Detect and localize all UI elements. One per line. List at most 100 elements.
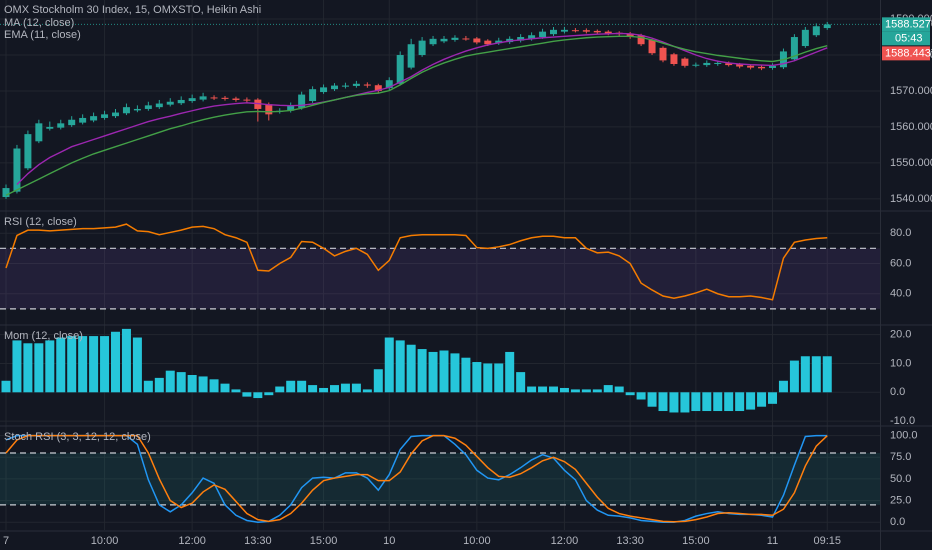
- ma-line: [16, 32, 828, 185]
- momentum-bar: [319, 387, 329, 393]
- candle-body: [320, 87, 328, 93]
- momentum-bar: [483, 363, 493, 393]
- momentum-bar: [23, 343, 33, 393]
- momentum-bar: [56, 337, 66, 393]
- momentum-bar: [395, 340, 405, 393]
- momentum-bar: [625, 392, 635, 396]
- candle-body: [188, 98, 196, 102]
- momentum-bar: [746, 392, 756, 410]
- pane-title: Mom (12, close): [4, 330, 83, 342]
- momentum-bar: [559, 387, 569, 393]
- momentum-bar: [724, 392, 734, 412]
- candle-body: [112, 112, 119, 117]
- momentum-bar: [789, 360, 799, 393]
- candle-body: [101, 114, 109, 118]
- ma-line: [5, 35, 828, 196]
- momentum-bar: [461, 357, 471, 393]
- candle-body: [243, 99, 251, 101]
- momentum-bar: [373, 369, 383, 393]
- y-tick-label: 80.0: [890, 227, 911, 239]
- momentum-bar: [658, 392, 668, 412]
- momentum-bar: [45, 340, 55, 393]
- indicator-line: [5, 434, 828, 523]
- candle-body: [13, 148, 21, 192]
- plot: [0, 0, 880, 530]
- candle-body: [681, 58, 689, 66]
- momentum-bar: [505, 351, 515, 393]
- pane-title: OMX Stockholm 30 Index, 15, OMXSTO, Heik…: [4, 4, 261, 16]
- momentum-bar: [132, 337, 142, 393]
- candle-body: [473, 38, 481, 43]
- candle-body: [57, 123, 65, 128]
- x-tick-label: 13:30: [244, 535, 272, 547]
- y-tick-label: 1550.0000: [890, 157, 932, 169]
- momentum-bar: [822, 356, 832, 393]
- candle-body: [604, 31, 612, 34]
- y-tick-label: 60.0: [890, 257, 911, 269]
- momentum-bar: [351, 383, 361, 393]
- y-tick-label: 1540.0000: [890, 193, 932, 205]
- momentum-bar: [538, 386, 548, 393]
- candle-body: [298, 94, 306, 108]
- y-tick-label: 0.0: [890, 516, 905, 528]
- candle-body: [68, 119, 76, 126]
- candle-body: [692, 64, 700, 66]
- candle-body: [637, 35, 645, 45]
- momentum-bar: [176, 372, 186, 393]
- x-tick-label: 7: [3, 535, 9, 547]
- momentum-bar: [67, 336, 77, 393]
- candle-body: [46, 126, 54, 129]
- candle-body: [626, 33, 634, 38]
- momentum-bar: [428, 351, 438, 393]
- momentum-bar: [275, 386, 285, 393]
- momentum-bar: [286, 380, 296, 393]
- momentum-bar: [702, 392, 712, 412]
- momentum-bar: [297, 380, 307, 393]
- momentum-bar: [330, 385, 339, 393]
- y-tick-label: 1560.0000: [890, 121, 932, 133]
- y-tick-label: 25.0: [890, 494, 911, 506]
- candle-body: [287, 105, 295, 111]
- y-tick-label: 50.0: [890, 473, 911, 485]
- x-tick-label: 10:00: [91, 535, 119, 547]
- candle-body: [593, 30, 601, 33]
- candle-body: [407, 44, 415, 68]
- momentum-bar: [417, 349, 427, 393]
- candle-body: [2, 188, 10, 198]
- candle-body: [484, 40, 492, 45]
- y-tick-label: 20.0: [890, 329, 911, 341]
- momentum-bar: [581, 389, 591, 393]
- y-tick-label: 0.0: [890, 386, 905, 398]
- momentum-bar: [154, 377, 164, 393]
- momentum-bar: [472, 362, 482, 393]
- candle-body: [341, 85, 349, 87]
- indicator-line: [5, 434, 828, 523]
- momentum-bar: [12, 340, 22, 393]
- momentum-bar: [187, 375, 197, 393]
- momentum-bar: [1, 380, 11, 393]
- candle-body: [560, 29, 568, 32]
- x-tick-label: 10: [383, 535, 395, 547]
- candle-body: [451, 37, 459, 40]
- candle-body: [703, 62, 711, 66]
- momentum-bar: [253, 392, 263, 399]
- momentum-bar: [209, 379, 219, 393]
- candle-body: [736, 64, 744, 67]
- x-tick-label: 11: [767, 535, 778, 547]
- momentum-bar: [450, 353, 460, 393]
- y-tick-label: 75.0: [890, 451, 911, 463]
- momentum-bar: [800, 356, 810, 393]
- pane-title: RSI (12, close): [4, 216, 77, 228]
- candle-body: [429, 38, 437, 45]
- last-price-box: [882, 17, 930, 32]
- candle-body: [331, 85, 338, 90]
- candle-body: [539, 31, 547, 38]
- marker-price-label: 1588.4437: [885, 47, 932, 59]
- momentum-bar: [362, 389, 372, 393]
- x-tick-label: 13:30: [616, 535, 644, 547]
- candle-body: [79, 117, 87, 123]
- momentum-bar: [264, 392, 274, 396]
- momentum-bar: [614, 386, 624, 393]
